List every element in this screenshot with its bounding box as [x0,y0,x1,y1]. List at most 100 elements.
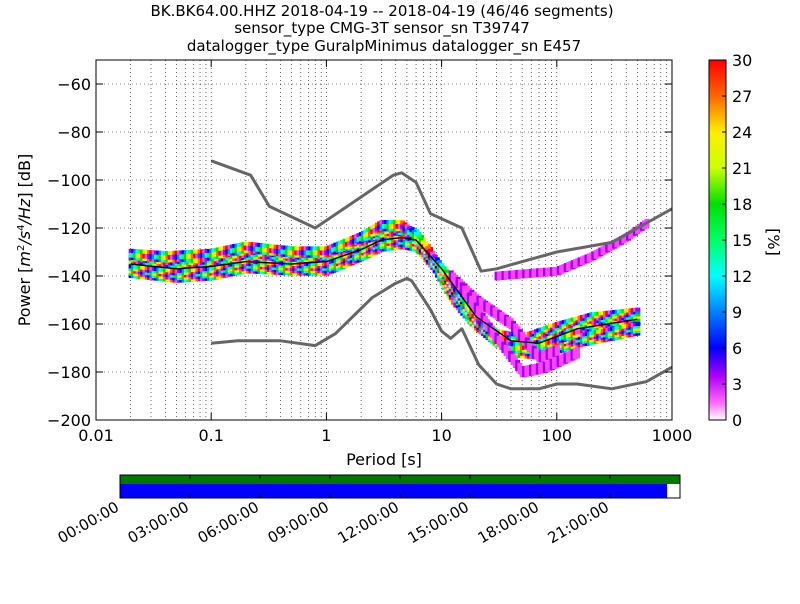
psd-bin [459,282,465,287]
time-tick-label: 18:00:00 [475,498,542,547]
psd-bin [524,337,530,342]
psd-bin [554,352,560,356]
y-tick-label: −60 [57,75,91,94]
y-tick-label: −100 [47,171,91,190]
y-axis-label: Power [m2/s4/Hz] [dB] [15,154,34,327]
psd-bin [635,324,641,329]
psd-bin [469,289,475,294]
psd-bin [469,295,475,300]
psd-bin [441,266,447,271]
psd-bin [635,319,641,324]
colorbar-tick-label: 0 [732,411,742,430]
psd-histogram [128,218,650,378]
colorbar-tick-label: 6 [732,339,742,358]
psd-bin [508,318,514,323]
psd-bin [635,314,641,319]
psd-bin [418,237,424,242]
psd-bin [432,254,438,259]
psd-bin [453,274,459,279]
psd-bin [430,251,436,256]
time-tick-label: 09:00:00 [265,498,332,547]
psd-bin [448,270,454,275]
psd-bin [421,237,427,242]
psd-bin [531,345,537,350]
y-tick-label: −180 [47,363,91,382]
psd-bin [635,317,641,322]
psd-bin [512,356,518,361]
x-tick-label: 0.01 [78,426,114,445]
psd-bin [414,228,420,233]
psd-bin [501,341,507,346]
psd-bin [575,354,581,359]
psd-bin [635,329,641,334]
axis-ticks: 0.01 0.1 1 10 100 1000 −200 −180 −160 −140 −120 −10… [47,60,692,445]
y-tick-label: −120 [47,219,91,238]
time-tick-label: 00:00:00 [55,498,122,547]
psd-bin [457,279,463,284]
psd-bin [575,352,581,356]
psd-bin [416,234,422,239]
x-tick-label: 0.1 [198,426,223,445]
plot-frame [95,59,673,421]
time-tick-label: 03:00:00 [125,498,192,547]
psd-bin [575,330,581,335]
time-tick-label: 06:00:00 [195,498,262,547]
psd-bin [467,287,473,292]
colorbar-tick-label: 18 [732,195,752,214]
psd-bin [480,312,486,317]
colorbar-tick-label: 30 [732,51,752,70]
colorbar-tick-label: 27 [732,87,752,106]
psd-bin [439,262,445,267]
title-line-2: sensor_type CMG-3T sensor_sn T39747 [234,19,530,38]
chart-title: BK.BK64.00.HHZ 2018-04-19 -- 2018-04-19 … [150,2,613,56]
colorbar-ticks: 0 3 6 9 12 15 18 21 24 27 30 [722,51,752,430]
psd-bin [515,359,521,364]
psd-bin [513,323,519,328]
noise-model-high-curve [210,159,672,273]
psd-bin [425,246,431,251]
colorbar-tick-label: 24 [732,123,752,142]
psd-bin [503,344,509,349]
psd-bin [635,331,641,336]
psd-bin [462,283,468,288]
psd-bin [418,234,424,239]
x-tick-label: 100 [542,426,573,445]
psd-bin [635,326,641,331]
psd-bin [478,309,484,314]
noise-model-curves [210,159,672,391]
title-line-3: datalogger_type GuralpMinimus datalogger… [187,37,581,56]
psd-bin [451,272,457,277]
title-line-1: BK.BK64.00.HHZ 2018-04-19 -- 2018-04-19 … [150,2,613,20]
x-tick-label: 10 [431,426,451,445]
psd-bin [423,243,429,248]
y-tick-label: −200 [47,411,91,430]
psd-bin [517,362,523,367]
psd-bin [554,349,560,354]
psd-bin [494,332,500,337]
psd-bin [644,223,650,228]
psd-bin [644,218,650,223]
x-tick-label: 1 [321,426,331,445]
psd-bin [464,289,470,294]
colorbar-tick-label: 12 [732,267,752,286]
psd-bin [505,347,511,352]
psd-bin [635,322,641,326]
psd-bin [575,332,581,337]
psd-bin [575,347,581,352]
psd-bin [575,328,581,332]
psd-bin [443,269,449,274]
psd-mean-line [130,236,638,344]
psd-bin [485,319,491,324]
psd-bin [434,257,440,262]
psd-bin [423,240,429,245]
psd-bin [482,315,488,320]
psd-bin [499,338,505,343]
psd-bin [471,299,477,304]
psd-bin [515,326,521,331]
colorbar: 0 3 6 9 12 15 18 21 24 27 30 [%] [708,51,783,430]
psd-bin [455,276,461,281]
psd-bin [437,260,443,265]
psd-bin [476,305,482,310]
psd-bin [529,342,535,347]
